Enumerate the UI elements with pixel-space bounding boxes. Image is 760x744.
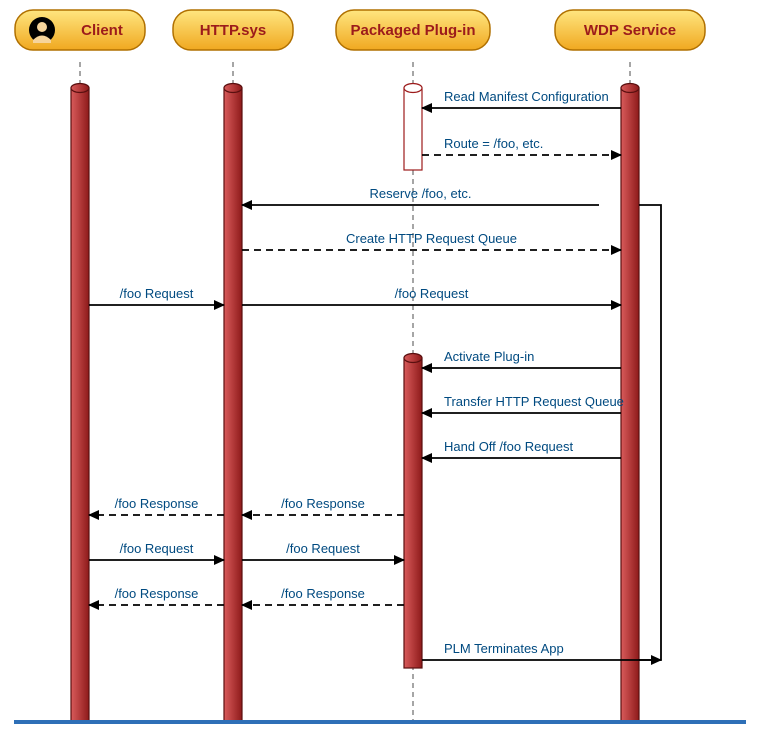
message-label: /foo Response [115, 586, 199, 601]
message-label: Create HTTP Request Queue [346, 231, 517, 246]
message-label: /foo Request [395, 286, 469, 301]
participant-label: WDP Service [584, 22, 676, 39]
message-label: /foo Response [281, 586, 365, 601]
participant-plugin: Packaged Plug-in [336, 10, 490, 50]
participant-client: Client [15, 10, 145, 50]
activation-client-0 [71, 88, 89, 722]
message-label: /foo Request [120, 286, 194, 301]
message-label: Reserve /foo, etc. [370, 186, 472, 201]
participant-label: Client [81, 22, 123, 39]
message-label: /foo Request [120, 541, 194, 556]
message-label: /foo Request [286, 541, 360, 556]
message-label: /foo Response [115, 496, 199, 511]
message-label: Activate Plug-in [444, 349, 534, 364]
message-label: Route = /foo, etc. [444, 136, 543, 151]
message-label: Hand Off /foo Request [444, 439, 574, 454]
sequence-diagram: Client HTTP.sys Packaged Plug-in WDP Servic… [0, 0, 760, 744]
message-label: /foo Response [281, 496, 365, 511]
participant-wdp: WDP Service [555, 10, 705, 50]
return-connector [639, 205, 661, 660]
client-icon [29, 17, 55, 43]
participant-httpsys: HTTP.sys [173, 10, 293, 50]
participant-label: Packaged Plug-in [350, 22, 475, 39]
message-label: Transfer HTTP Request Queue [444, 394, 624, 409]
activation-plugin-1 [404, 358, 422, 668]
message-label: Read Manifest Configuration [444, 89, 609, 104]
participant-label: HTTP.sys [200, 22, 266, 39]
message-label: PLM Terminates App [444, 641, 564, 656]
activation-plugin-0 [404, 88, 422, 170]
activation-httpsys-0 [224, 88, 242, 722]
